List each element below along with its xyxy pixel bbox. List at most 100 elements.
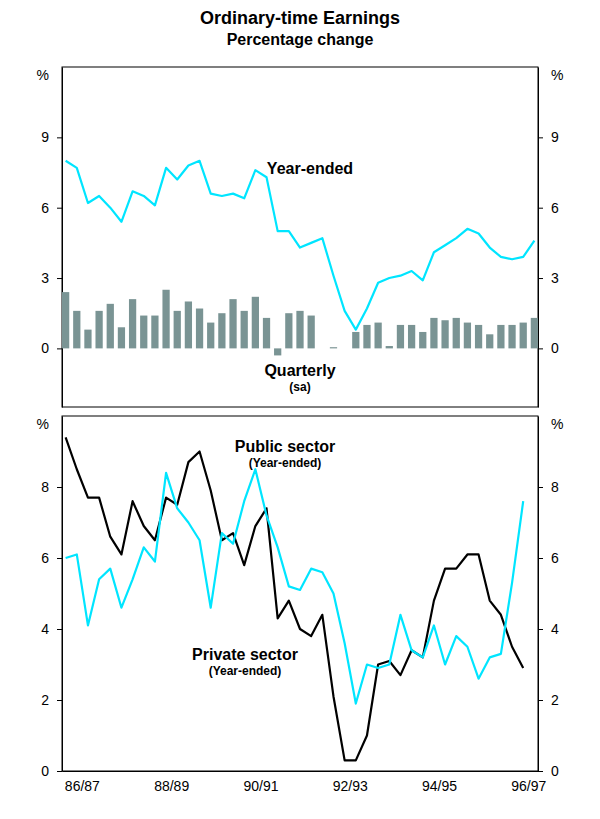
y-axis-right: 02468 (538, 417, 559, 779)
bar (531, 318, 538, 348)
panel: 02468%02468%86/8788/8990/9192/9394/9596/… (37, 416, 564, 794)
bar (73, 311, 80, 349)
tick: 3 (538, 270, 559, 286)
tick: 92/93 (333, 771, 368, 794)
tick-label: 86/87 (65, 778, 100, 794)
tick-mark (57, 208, 62, 209)
bar (196, 309, 203, 349)
tick-label: 0 (551, 340, 559, 356)
bar (263, 318, 270, 348)
bar (386, 346, 393, 348)
line (66, 469, 524, 703)
tick-mark (538, 487, 543, 488)
bar (497, 325, 504, 348)
tick-label: 6 (551, 200, 559, 216)
bar (520, 323, 527, 349)
axis-line (62, 417, 63, 772)
series-label: Public sector (235, 438, 335, 455)
axis-unit: % (37, 416, 49, 432)
bar (408, 325, 415, 348)
tick: 9 (538, 129, 559, 145)
plot-area (66, 437, 524, 760)
bar (352, 332, 359, 348)
bar (151, 316, 158, 349)
plot-frame (62, 416, 538, 771)
tick: 94/95 (422, 771, 457, 794)
panel: 0369%0369%Year-endedQuarterly(sa) (37, 67, 564, 408)
bar (207, 323, 214, 349)
tick: 6 (538, 550, 559, 566)
tick-mark (538, 278, 543, 279)
series-qualifier: (Year-ended) (209, 664, 282, 678)
axis-unit: % (37, 67, 49, 83)
tick-label: 0 (41, 340, 49, 356)
plot-area (62, 161, 538, 356)
tick-mark (538, 558, 543, 559)
x-axis: 86/8788/8990/9192/9394/9596/97 (63, 771, 547, 794)
bar (341, 348, 348, 349)
bar (453, 318, 460, 348)
bar (107, 304, 114, 349)
bar (397, 325, 404, 348)
axis-unit: % (551, 67, 563, 83)
series-label: Quarterly (264, 362, 335, 379)
bar (330, 347, 337, 348)
bar (319, 348, 326, 349)
tick: 0 (41, 763, 62, 779)
tick: 0 (41, 340, 62, 356)
tick: 0 (538, 763, 559, 779)
bar (252, 297, 259, 349)
y-axis-right: 0 3 6 9 (538, 68, 559, 408)
tick-label: 3 (551, 270, 559, 286)
axis-line (62, 68, 63, 408)
tick: 3 (41, 270, 62, 286)
bar (464, 323, 471, 349)
axis-line (63, 771, 539, 772)
bar (419, 332, 426, 348)
tick-mark (538, 348, 543, 349)
bar (218, 313, 225, 348)
subtitle: Percentage change (227, 31, 374, 48)
tick: 4 (41, 621, 62, 637)
title: Ordinary-time Earnings (200, 8, 400, 28)
tick: 6 (41, 550, 62, 566)
bar (274, 348, 281, 355)
tick: 88/89 (154, 771, 189, 794)
bar (430, 318, 437, 348)
tick-label: 94/95 (422, 778, 457, 794)
bar (118, 327, 125, 348)
series-qualifier: (sa) (289, 380, 310, 394)
tick-label: 2 (551, 692, 559, 708)
bar (441, 320, 448, 348)
tick-label: 88/89 (154, 778, 189, 794)
tick-mark (57, 629, 62, 630)
tick-label: 0 (41, 763, 49, 779)
axis-unit: % (551, 416, 563, 432)
tick-label: 8 (41, 479, 49, 495)
series-qualifier: (Year-ended) (249, 456, 322, 470)
chart: Ordinary-time Earnings Percentage change 0… (0, 0, 600, 819)
tick-mark (57, 348, 62, 349)
tick-label: 90/91 (243, 778, 278, 794)
tick-label: 4 (41, 621, 49, 637)
axis-line (538, 68, 539, 408)
bar (508, 325, 515, 348)
axis-line (538, 417, 539, 772)
series-label: Year-ended (267, 160, 353, 177)
tick-label: 9 (551, 129, 559, 145)
tick-label: 92/93 (333, 778, 368, 794)
tick-mark (57, 558, 62, 559)
bar (475, 325, 482, 348)
tick: 90/91 (243, 771, 278, 794)
tick-mark (538, 208, 543, 209)
tick-mark (538, 629, 543, 630)
bar (363, 325, 370, 348)
tick-label: 3 (41, 270, 49, 286)
tick: 86/87 (65, 771, 100, 794)
tick-mark (538, 137, 543, 138)
bar (162, 290, 169, 349)
tick-label: 6 (551, 550, 559, 566)
tick: 2 (41, 692, 62, 708)
bar (129, 299, 136, 348)
tick: 2 (538, 692, 559, 708)
